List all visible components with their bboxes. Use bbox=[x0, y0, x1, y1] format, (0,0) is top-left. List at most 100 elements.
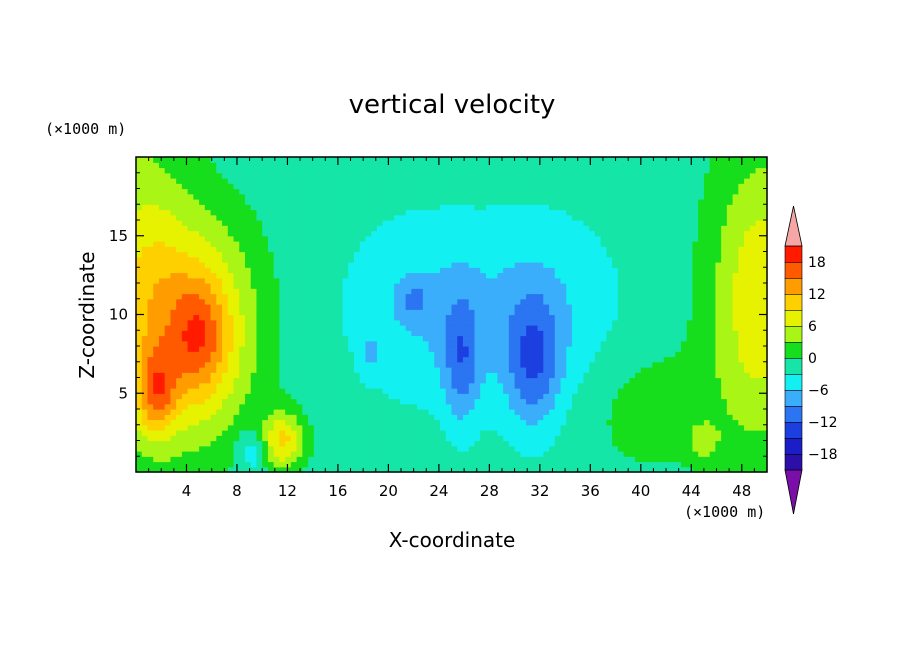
contour-cell bbox=[589, 241, 596, 247]
contour-cell bbox=[158, 293, 166, 300]
contour-cell bbox=[204, 440, 212, 447]
contour-cell bbox=[308, 445, 315, 452]
contour-cell bbox=[216, 356, 223, 363]
contour-cell bbox=[663, 325, 671, 331]
contour-cell bbox=[382, 304, 389, 310]
contour-cell bbox=[462, 393, 470, 400]
contour-cell bbox=[480, 356, 487, 363]
contour-cell bbox=[170, 382, 177, 389]
contour-cell bbox=[204, 314, 212, 321]
contour-cell bbox=[181, 409, 189, 415]
contour-cell bbox=[233, 298, 240, 305]
contour-cell bbox=[468, 393, 476, 400]
contour-cell bbox=[170, 267, 177, 274]
contour-cell bbox=[422, 304, 430, 310]
contour-cell bbox=[227, 304, 235, 310]
contour-cell bbox=[153, 419, 160, 426]
contour-cell bbox=[434, 251, 441, 258]
contour-cell bbox=[313, 288, 321, 295]
contour-cell bbox=[698, 241, 705, 247]
contour-cell bbox=[222, 430, 229, 436]
contour-cell bbox=[462, 356, 470, 363]
contour-cell bbox=[440, 361, 447, 368]
contour-cell bbox=[709, 414, 716, 421]
contour-cell bbox=[726, 346, 734, 352]
contour-cell bbox=[514, 346, 521, 352]
contour-cell bbox=[405, 262, 412, 268]
contour-cell bbox=[669, 414, 676, 421]
contour-cell bbox=[302, 424, 309, 431]
contour-cell bbox=[411, 256, 418, 263]
contour-cell bbox=[279, 430, 286, 436]
contour-cell bbox=[520, 319, 527, 326]
contour-cell bbox=[485, 235, 493, 242]
contour-cell bbox=[646, 440, 653, 447]
contour-cell bbox=[514, 456, 521, 463]
contour-cell bbox=[554, 388, 562, 394]
contour-cell bbox=[158, 445, 166, 452]
contour-cell bbox=[193, 340, 200, 347]
contour-cell bbox=[440, 298, 447, 305]
contour-cell bbox=[244, 319, 252, 326]
contour-cell bbox=[141, 246, 149, 253]
contour-cell bbox=[612, 398, 619, 405]
contour-cell bbox=[193, 304, 200, 310]
contour-cell bbox=[434, 372, 441, 379]
contour-cell bbox=[583, 319, 590, 326]
contour-cell bbox=[204, 246, 212, 253]
contour-cell bbox=[388, 393, 395, 400]
contour-cell bbox=[187, 456, 194, 463]
contour-cell bbox=[457, 335, 464, 342]
contour-cell bbox=[497, 251, 504, 258]
contour-cell bbox=[244, 246, 252, 253]
contour-cell bbox=[302, 272, 309, 279]
contour-cell bbox=[422, 288, 430, 295]
contour-cell bbox=[136, 277, 143, 284]
contour-cell bbox=[158, 283, 166, 289]
contour-cell bbox=[411, 461, 418, 468]
contour-cell bbox=[703, 388, 711, 394]
contour-cell bbox=[623, 330, 630, 337]
contour-cell bbox=[244, 367, 252, 373]
contour-cell bbox=[554, 445, 562, 452]
contour-cell bbox=[709, 309, 716, 316]
contour-cell bbox=[520, 330, 527, 337]
contour-cell bbox=[589, 256, 596, 263]
contour-cell bbox=[606, 298, 613, 305]
contour-cell bbox=[428, 267, 435, 274]
contour-cell bbox=[732, 456, 739, 463]
contour-cell bbox=[698, 335, 705, 342]
contour-cell bbox=[279, 424, 286, 431]
contour-cell bbox=[308, 256, 315, 263]
contour-cell bbox=[732, 403, 739, 410]
contour-cell bbox=[686, 461, 694, 468]
contour-cell bbox=[652, 241, 659, 247]
contour-cell bbox=[497, 319, 504, 326]
contour-cell bbox=[382, 351, 389, 358]
contour-cell bbox=[583, 283, 590, 289]
contour-cell bbox=[233, 330, 240, 337]
contour-cell bbox=[640, 309, 648, 316]
contour-cell bbox=[491, 372, 498, 379]
contour-cell bbox=[285, 430, 292, 436]
contour-cell bbox=[526, 293, 533, 300]
contour-cell bbox=[514, 440, 521, 447]
contour-cell bbox=[594, 398, 602, 405]
contour-cell bbox=[703, 398, 711, 405]
contour-cell bbox=[744, 346, 751, 352]
contour-cell bbox=[755, 288, 762, 295]
contour-cell bbox=[267, 330, 275, 337]
contour-cell bbox=[514, 330, 521, 337]
contour-cell bbox=[485, 283, 493, 289]
contour-cell bbox=[698, 325, 705, 331]
contour-cell bbox=[210, 403, 217, 410]
contour-cell bbox=[176, 356, 183, 363]
contour-cell bbox=[480, 241, 487, 247]
contour-cell bbox=[589, 283, 596, 289]
contour-cell bbox=[193, 445, 200, 452]
contour-cell bbox=[669, 398, 676, 405]
contour-cell bbox=[594, 335, 602, 342]
contour-cell bbox=[222, 445, 229, 452]
contour-cell bbox=[331, 346, 338, 352]
contour-cell bbox=[485, 445, 493, 452]
